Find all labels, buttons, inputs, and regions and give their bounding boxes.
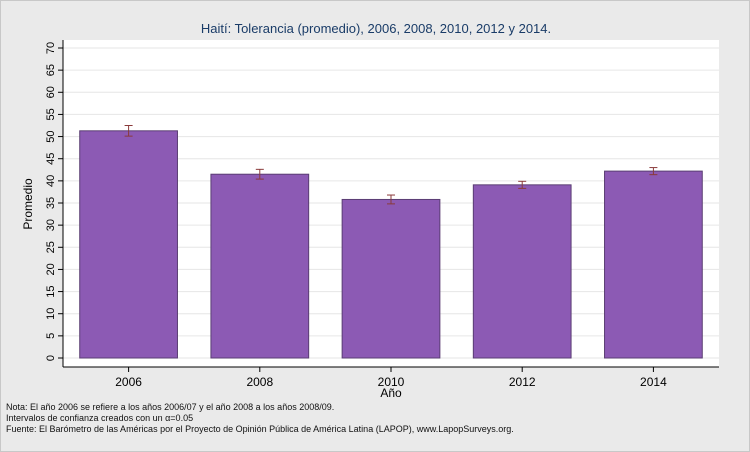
y-ticks: 0 5 10 15 20 25 30 35 40 45 50 55 60 65 70 — [45, 42, 63, 361]
y-tick-label: 50 — [45, 130, 57, 142]
y-tick-label: 20 — [45, 263, 57, 275]
y-tick-label: 25 — [45, 241, 57, 253]
note-confidence: Intervalos de confianza creados con un α… — [6, 413, 194, 423]
error-bar — [518, 180, 527, 189]
y-tick-label: 45 — [45, 153, 57, 165]
y-tick-label: 60 — [45, 86, 57, 98]
y-tick-label: 35 — [45, 197, 57, 209]
y-tick-label: 15 — [45, 285, 57, 297]
y-axis-label: Promedio — [21, 178, 35, 230]
x-axis-label: Año — [380, 386, 402, 400]
error-bar — [255, 168, 264, 180]
y-tick-label: 55 — [45, 108, 57, 120]
x-tick-label: 2012 — [509, 375, 536, 389]
y-tick-label: 0 — [45, 355, 57, 361]
chart-title: Haití: Tolerancia (promedio), 2006, 2008… — [201, 21, 551, 36]
x-tick-label: 2014 — [640, 375, 667, 389]
bar — [472, 184, 572, 359]
y-tick-label: 5 — [45, 333, 57, 339]
error-bar — [649, 167, 658, 176]
bars — [79, 130, 703, 359]
error-bars — [124, 125, 658, 205]
bar — [210, 173, 310, 359]
bar — [79, 130, 178, 359]
x-tick-label: 2006 — [115, 375, 142, 389]
bar — [341, 198, 441, 359]
y-tick-label: 10 — [45, 308, 57, 320]
error-bar — [387, 194, 395, 205]
error-bar — [124, 125, 133, 137]
y-tick-label: 30 — [45, 219, 57, 231]
y-tick-label: 40 — [45, 175, 57, 187]
note-year: Nota: El año 2006 se refiere a los años … — [6, 402, 335, 412]
note-source: Fuente: El Barómetro de las Américas por… — [6, 424, 514, 434]
x-tick-label: 2010 — [378, 375, 405, 389]
bar — [604, 170, 703, 359]
y-tick-label: 70 — [45, 42, 57, 54]
x-tick-label: 2008 — [246, 375, 273, 389]
y-tick-label: 65 — [45, 64, 57, 76]
bar-chart: Haití: Tolerancia (promedio), 2006, 2008… — [21, 21, 719, 400]
x-ticks: 2006 2008 2010 2012 2014 — [115, 367, 667, 389]
